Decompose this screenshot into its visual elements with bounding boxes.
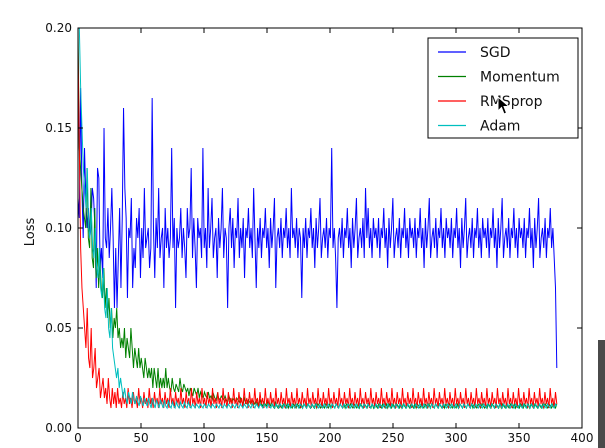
legend-label-sgd: SGD: [480, 45, 511, 61]
x-tick-label: 50: [133, 431, 148, 445]
y-axis-ticks: 0.00 0.05 0.10 0.15 0.20: [45, 21, 582, 435]
y-tick-label: 0.20: [45, 21, 72, 35]
x-tick-label: 150: [256, 431, 279, 445]
y-tick-label: 0.10: [45, 221, 72, 235]
plot-lines: [77, 27, 558, 410]
y-tick-label: 0.05: [45, 321, 72, 335]
x-tick-label: 100: [193, 431, 216, 445]
legend: SGD Momentum RMSprop Adam: [427, 37, 579, 139]
legend-label-rmsprop: RMSprop: [480, 94, 543, 110]
y-tick-label: 0.00: [45, 421, 72, 435]
mouse-cursor-icon: [497, 96, 511, 115]
legend-label-adam: Adam: [480, 119, 520, 135]
legend-label-momentum: Momentum: [480, 70, 560, 86]
x-tick-label: 250: [382, 431, 405, 445]
x-axis-ticks: 0 50 100 150 200 250 300 350 400: [74, 28, 593, 445]
x-tick-label: 0: [74, 431, 82, 445]
x-tick-label: 400: [571, 431, 594, 445]
series-line-sgd: [77, 87, 558, 369]
y-tick-label: 0.15: [45, 121, 72, 135]
series-line-adam: [78, 27, 558, 410]
legend-box: [427, 37, 579, 139]
scrollbar-edge: [598, 340, 605, 448]
y-axis-label: Loss: [23, 218, 38, 247]
x-tick-label: 350: [508, 431, 531, 445]
x-tick-label: 200: [319, 431, 342, 445]
x-tick-label: 300: [445, 431, 468, 445]
